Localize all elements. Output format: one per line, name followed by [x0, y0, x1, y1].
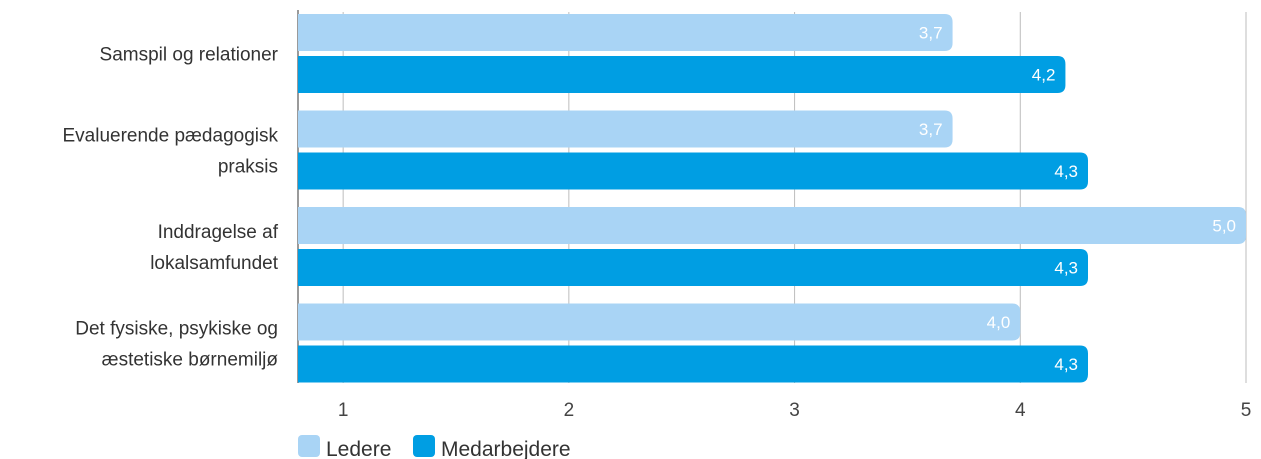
x-tick-label: 4	[1015, 400, 1026, 421]
category-label: Samspil og relationer	[100, 45, 279, 66]
legend-label-medarbejdere: Medarbejdere	[441, 438, 571, 459]
x-tick-labels: 1 2 3 4 5	[338, 400, 1251, 421]
data-label: 5,0	[1212, 217, 1236, 236]
bar-medarbejdere-4	[298, 345, 1088, 383]
category-label: Det fysiske, psykiske og	[75, 319, 278, 340]
data-label: 4,3	[1054, 355, 1078, 374]
data-labels: 3,7 4,2 3,7 4,3 5,0 4,3 4,0 4,3	[919, 24, 1236, 375]
x-tick-label: 1	[338, 400, 349, 421]
bar-medarbejdere-3	[298, 249, 1088, 286]
data-label: 3,7	[919, 24, 943, 43]
data-label: 4,2	[1032, 66, 1056, 85]
x-tick-label: 5	[1241, 400, 1252, 421]
category-label: lokalsamfundet	[150, 253, 279, 274]
data-label: 4,3	[1054, 259, 1078, 278]
data-label: 4,3	[1054, 162, 1078, 181]
x-tick-label: 3	[789, 400, 800, 421]
bar-ledere-2	[298, 110, 953, 148]
bar-medarbejdere-1	[298, 56, 1066, 93]
data-label: 3,7	[919, 120, 943, 139]
bar-ledere-1	[298, 14, 953, 51]
category-labels: Samspil og relationer Evaluerende pædagog…	[63, 45, 279, 371]
category-label: Evaluerende pædagogisk	[63, 126, 279, 147]
bar-medarbejdere-2	[298, 152, 1088, 190]
legend-swatch-ledere	[298, 435, 320, 457]
legend-label-ledere: Ledere	[326, 438, 391, 459]
legend-swatch-medarbejdere	[413, 435, 435, 457]
bars	[298, 14, 1246, 383]
x-tick-label: 2	[564, 400, 575, 421]
bar-ledere-4	[298, 303, 1021, 341]
bar-ledere-3	[298, 207, 1246, 244]
category-label: praksis	[218, 157, 278, 178]
category-label: æstetiske børnemiljø	[102, 350, 279, 371]
legend: Ledere Medarbejdere	[298, 435, 571, 459]
category-label: Inddragelse af	[158, 222, 279, 243]
data-label: 4,0	[987, 313, 1011, 332]
